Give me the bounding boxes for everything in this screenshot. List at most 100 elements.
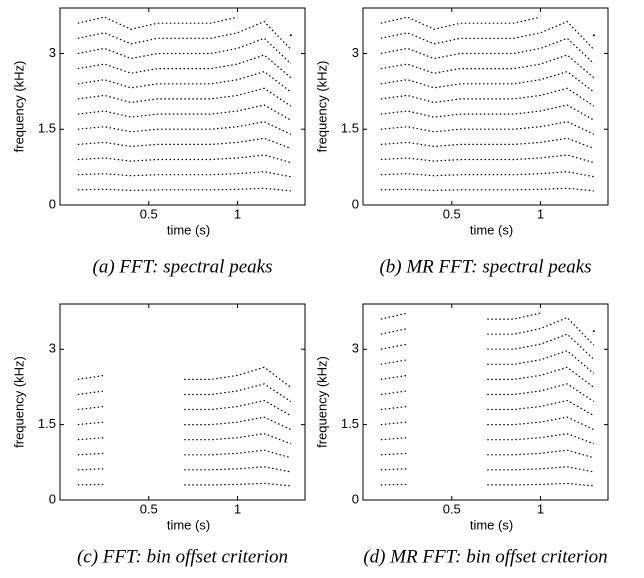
peak-track <box>77 37 292 65</box>
peak-track <box>77 70 292 93</box>
peak-track <box>380 437 408 441</box>
plot-area <box>380 16 595 192</box>
peak-track <box>380 312 408 320</box>
peak-track <box>77 405 105 411</box>
plot-area <box>77 16 292 192</box>
y-axis-label: frequency (kHz) <box>11 356 26 448</box>
peak-track <box>184 383 292 403</box>
y-tick-label: 1.5 <box>341 416 359 431</box>
peak-track <box>77 421 105 426</box>
y-tick-label: 0 <box>49 491 56 506</box>
peak-track <box>184 399 292 417</box>
peak-track <box>77 104 292 121</box>
y-tick-label: 3 <box>49 45 56 60</box>
y-tick-label: 3 <box>49 341 56 356</box>
peak-dot <box>592 34 595 37</box>
peak-track <box>380 483 408 486</box>
peak-track <box>77 154 291 164</box>
peak-track <box>380 187 594 192</box>
peak-track <box>77 54 292 79</box>
peak-track <box>184 433 292 445</box>
x-axis-label: time (s) <box>167 517 210 532</box>
axes-frame <box>59 7 306 206</box>
peak-track <box>487 433 595 445</box>
x-axis-label: time (s) <box>470 222 513 237</box>
x-tick-label: 1 <box>234 206 241 221</box>
x-tick-label: 0.5 <box>443 206 461 221</box>
peak-track <box>487 466 594 473</box>
y-tick-label: 1.5 <box>38 416 56 431</box>
peak-track <box>380 452 408 456</box>
peak-track <box>380 87 595 107</box>
peak-track <box>380 54 595 79</box>
peak-track <box>77 121 292 135</box>
panel: 0.5 1 0 1.5 3 time (s) frequency (kHz) (b) MR F… <box>314 7 609 277</box>
peak-track <box>380 421 408 426</box>
y-axis-label: frequency (kHz) <box>11 61 26 153</box>
plot-area <box>77 366 292 487</box>
peak-track <box>380 328 408 335</box>
peak-dot <box>289 34 292 37</box>
peak-track <box>487 383 595 403</box>
caption: (a) FFT: spectral peaks <box>93 256 273 277</box>
peak-track <box>487 316 595 346</box>
y-tick-label: 0 <box>352 491 359 506</box>
peak-track <box>77 16 238 30</box>
peak-track <box>380 359 408 365</box>
axes-frame <box>362 7 609 206</box>
panel: 0.5 1 0 1.5 3 time (s) frequency (kHz) (c) FFT:… <box>11 303 306 567</box>
peak-track <box>184 482 291 487</box>
caption: (c) FFT: bin offset criterion <box>77 546 288 567</box>
x-tick-label: 0.5 <box>140 206 158 221</box>
peak-track <box>77 137 292 149</box>
peak-dot <box>592 330 595 333</box>
peak-track <box>184 366 292 388</box>
peak-track <box>380 154 594 164</box>
peak-track <box>487 482 594 487</box>
peak-track <box>77 87 292 107</box>
peak-track <box>380 343 408 350</box>
peak-track <box>77 20 292 50</box>
peak-track <box>380 16 541 30</box>
peak-track <box>487 350 595 374</box>
peak-track <box>380 405 408 411</box>
panel: 0.5 1 0 1.5 3 time (s) frequency (kHz) (d) MR F… <box>314 303 609 567</box>
caption: (d) MR FFT: bin offset criterion <box>363 546 607 567</box>
peak-track <box>77 483 105 486</box>
peak-track <box>77 374 105 380</box>
y-axis-label: frequency (kHz) <box>314 61 329 153</box>
peak-track <box>380 121 595 135</box>
peak-track <box>77 468 105 471</box>
peak-track <box>77 452 105 456</box>
peak-track <box>487 333 595 360</box>
peak-track <box>487 416 595 431</box>
plot-area <box>380 312 595 487</box>
peak-track <box>380 374 408 380</box>
y-tick-label: 3 <box>352 341 359 356</box>
peak-track <box>380 468 408 471</box>
y-tick-label: 1.5 <box>341 121 359 136</box>
peak-track <box>487 399 595 417</box>
peak-track <box>184 416 292 431</box>
y-axis-label: frequency (kHz) <box>314 356 329 448</box>
peak-track <box>380 20 595 50</box>
peak-track <box>77 437 105 441</box>
peak-track <box>77 390 105 396</box>
x-tick-label: 0.5 <box>140 501 158 516</box>
peak-track <box>380 171 594 178</box>
peak-track <box>380 70 595 93</box>
peak-track <box>487 449 594 459</box>
peak-track <box>77 171 291 178</box>
x-tick-label: 1 <box>537 206 544 221</box>
caption: (b) MR FFT: spectral peaks <box>379 256 591 277</box>
axes-frame <box>362 303 609 501</box>
x-axis-label: time (s) <box>470 517 513 532</box>
axes-frame <box>59 303 306 501</box>
peak-track <box>487 366 595 388</box>
panel: 0.5 1 0 1.5 3 time (s) frequency (kHz) (a) FFT:… <box>11 7 306 277</box>
peak-track <box>77 187 291 192</box>
peak-track <box>380 390 408 396</box>
peak-track <box>487 312 541 320</box>
y-tick-label: 0 <box>49 196 56 211</box>
